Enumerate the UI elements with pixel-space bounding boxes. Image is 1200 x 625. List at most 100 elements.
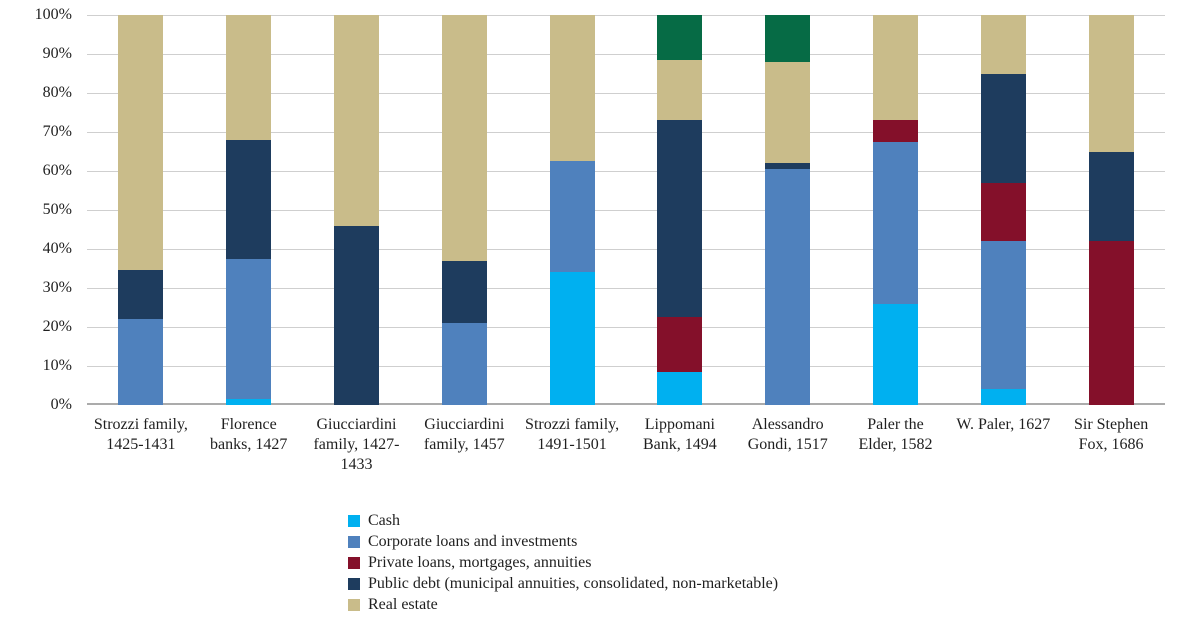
- gridline-100: [87, 14, 1165, 16]
- gridline-10: [87, 365, 1165, 367]
- legend-item: Cash: [348, 510, 778, 531]
- legend-swatch-icon: [348, 514, 360, 527]
- x-label-1: Strozzi family, 1425-1431: [87, 415, 195, 455]
- legend-item: Corporate loans and investments: [348, 531, 778, 552]
- x-label-2: Florence banks, 1427: [195, 415, 303, 455]
- gridline-90: [87, 53, 1165, 55]
- gridline-20: [87, 326, 1165, 328]
- bar-segment: [1088, 241, 1134, 405]
- bar-segment: [334, 15, 379, 226]
- x-label-text: Giucciardini family, 1457: [423, 416, 505, 453]
- bar-7: [765, 15, 811, 405]
- bar-segment: [980, 73, 1026, 183]
- gridline-50: [87, 209, 1165, 211]
- bar-segment: [118, 270, 164, 320]
- gridline-40: [87, 248, 1165, 250]
- y-tick-label-60: 60%: [42, 162, 72, 179]
- x-label-text: Florence banks, 1427: [210, 416, 288, 453]
- bar-segment: [980, 389, 1026, 405]
- bar-1: [118, 15, 164, 405]
- gridline-30: [87, 287, 1165, 289]
- x-label-6: Lippomani Bank, 1494: [626, 415, 734, 455]
- legend-label: Public debt (municipal annuities, consol…: [368, 574, 779, 592]
- bar-segment: [980, 241, 1026, 390]
- bar-10: [1088, 15, 1134, 405]
- bar-segment: [873, 15, 918, 121]
- x-label-4: Giucciardini family, 1457: [410, 415, 518, 455]
- legend: Cash Corporate loans and investments Priva…: [348, 510, 778, 615]
- bar-5: [549, 15, 595, 405]
- x-label-text: Strozzi family, 1491-1501: [525, 416, 620, 453]
- x-label-text: Lippomani Bank, 1494: [643, 416, 717, 453]
- bar-segment: [765, 163, 811, 170]
- x-label-text: W. Paler, 1627: [956, 416, 1051, 433]
- gridline-60: [87, 170, 1165, 172]
- legend-item: Public debt (municipal annuities, consol…: [348, 573, 778, 594]
- bar-4: [441, 15, 487, 405]
- bar-segment: [549, 15, 595, 162]
- legend-swatch-icon: [348, 556, 360, 569]
- bar-segment: [657, 15, 703, 60]
- bar-segment: [657, 59, 703, 121]
- bar-segment: [657, 371, 703, 405]
- y-tick-label-90: 90%: [42, 45, 72, 62]
- bar-segment: [549, 272, 595, 405]
- bar-3: [334, 15, 379, 405]
- legend-label: Real estate: [368, 595, 438, 613]
- bar-6: [657, 15, 703, 405]
- y-tick-label-40: 40%: [42, 240, 72, 257]
- bar-segment: [441, 260, 487, 324]
- y-tick-label-50: 50%: [42, 201, 72, 218]
- y-tick-label-30: 30%: [42, 279, 72, 296]
- bar-segment: [549, 161, 595, 273]
- bar-segment: [980, 15, 1026, 74]
- y-tick-label-100: 100%: [34, 6, 72, 23]
- legend-swatch-icon: [348, 577, 360, 590]
- x-label-3: Giucciardini family, 1427-1433: [303, 415, 411, 475]
- plot-area: [87, 14, 1165, 405]
- x-label-text: Giucciardini family, 1427-1433: [313, 416, 400, 473]
- bar-segment: [765, 169, 811, 405]
- legend-swatch-icon: [348, 535, 360, 548]
- bar-8: [873, 15, 918, 405]
- bar-9: [980, 15, 1026, 405]
- bar-segment: [1088, 151, 1134, 242]
- gridline-80: [87, 92, 1165, 94]
- y-tick-label-10: 10%: [42, 357, 72, 374]
- bar-segment: [765, 15, 811, 62]
- bar-segment: [441, 323, 487, 405]
- legend-label: Cash: [368, 511, 400, 529]
- x-label-text: Strozzi family, 1425-1431: [93, 416, 188, 453]
- bar-segment: [657, 317, 703, 372]
- gridline-0: [87, 403, 1165, 405]
- bar-segment: [873, 141, 918, 304]
- bar-segment: [334, 225, 379, 405]
- bar-segment: [118, 15, 164, 271]
- legend-item: Real estate: [348, 594, 778, 615]
- bar-segment: [980, 182, 1026, 242]
- y-tick-label-0: 0%: [50, 396, 72, 413]
- bar-2: [226, 15, 272, 405]
- x-axis-labels: Strozzi family, 1425-1431 Florence banks,…: [87, 415, 1165, 505]
- bar-segment: [873, 120, 918, 142]
- x-label-text: Paler the Elder, 1582: [858, 416, 933, 453]
- bar-segment: [657, 120, 703, 318]
- bar-segment: [873, 303, 918, 405]
- bar-segment: [226, 15, 272, 140]
- x-label-8: Paler the Elder, 1582: [842, 415, 950, 455]
- x-label-5: Strozzi family, 1491-1501: [518, 415, 626, 455]
- bar-segment: [118, 319, 164, 405]
- legend-label: Private loans, mortgages, annuities: [368, 553, 592, 571]
- x-label-7: Alessandro Gondi, 1517: [734, 415, 842, 455]
- x-label-text: Sir Stephen Fox, 1686: [1073, 416, 1149, 453]
- gridline-70: [87, 131, 1165, 133]
- legend-item: Private loans, mortgages, annuities: [348, 552, 778, 573]
- bar-segment: [441, 15, 487, 261]
- legend-label: Corporate loans and investments: [368, 532, 578, 550]
- bar-segment: [226, 258, 272, 400]
- y-tick-label-70: 70%: [42, 123, 72, 140]
- bar-segment: [765, 61, 811, 164]
- x-label-text: Alessandro Gondi, 1517: [747, 416, 828, 453]
- bar-segment: [226, 139, 272, 259]
